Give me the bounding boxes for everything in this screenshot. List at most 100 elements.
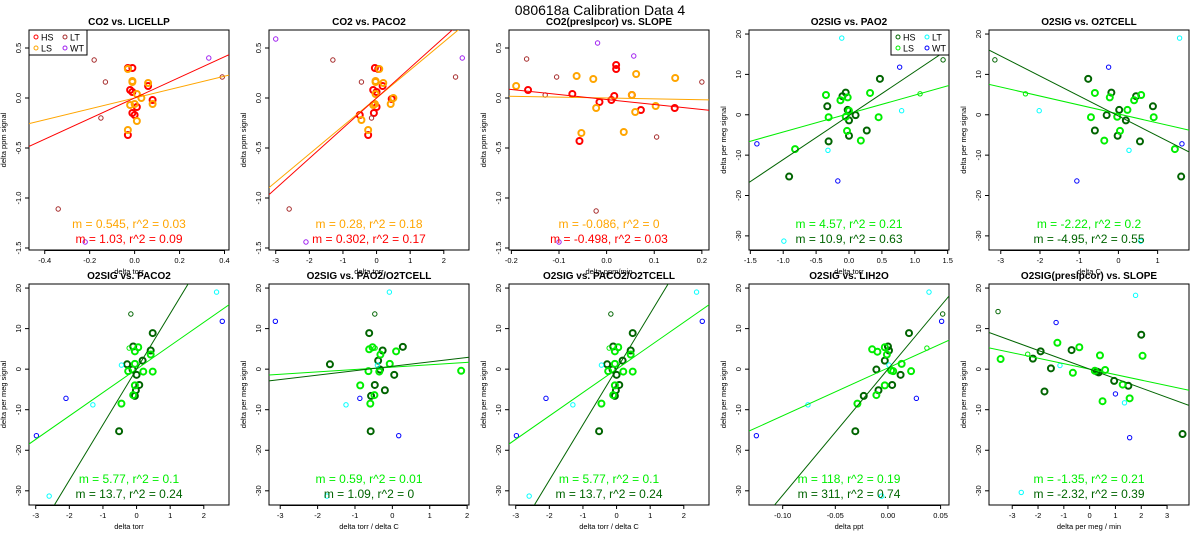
fit-annotation-hs: m = -0.498, r^2 = 0.03 [550,232,668,246]
data-point-lt [90,402,96,408]
x-tick-label: 1 [168,511,172,520]
data-point-hso [608,311,614,317]
data-point-lt [699,79,705,85]
y-tick-label: -30 [14,485,23,496]
data-point-ls [907,367,916,376]
fit-line-ls [749,85,949,143]
y-tick-label: 0.5 [14,43,23,53]
data-point-ls [370,391,379,400]
data-point-lso [1022,91,1029,97]
y-tick-label: -0.5 [14,142,23,155]
x-axis-label: delta torr [114,522,144,531]
data-point-wt [82,239,88,245]
x-axis-label: delta torr [354,267,384,276]
data-point-ls [1138,351,1147,360]
data-point-ls [619,128,628,136]
plot-area [509,40,709,245]
plot-frame [268,29,470,251]
data-point-ls [146,350,155,359]
data-point-ls [1130,96,1139,105]
data-point-lt [1176,35,1183,41]
legend-marker-ls [33,45,39,51]
y-tick-label: 10 [974,70,983,78]
fit-line-hs [533,284,669,505]
data-point-ls [626,350,635,359]
fit-annotation-hs: m = 0.302, r^2 = 0.17 [312,232,426,246]
data-point-ls [604,367,613,376]
data-point-ls [364,126,373,134]
y-axis-label: delta ppm signal [479,112,488,167]
x-tick-label: 0 [1088,511,1092,520]
data-point-lt [523,56,530,62]
x-tick-label: 0 [1116,256,1120,265]
data-point-lt [91,57,97,63]
y-tick-label: 0.5 [254,43,263,53]
data-point-hs [1177,172,1186,181]
data-point-ls [996,355,1005,364]
data-point-hs [618,356,627,365]
plot-area [269,30,465,245]
data-point-hs [862,126,871,135]
y-tick-label: -30 [974,230,983,241]
data-point-ls [873,347,882,356]
data-point-ls [1090,88,1099,97]
data-point-lt [324,493,330,499]
y-tick-label: -1.0 [254,192,263,205]
data-point-ls [619,367,628,376]
y-tick-label: -20 [254,445,263,456]
chart-panel: CO2 vs. PACO2 -3 -2 -1 0 1 2 delta torr -1.5 -1.0… [239,17,470,276]
fit-annotation-ls: m = 0.545, r^2 = 0.03 [72,217,186,231]
legend-marker-wt [62,45,68,51]
x-tick-label: 3 [1165,511,1169,520]
legend-label: HS [903,33,916,43]
data-point-ls [631,108,640,116]
data-point-ls [1086,113,1095,122]
data-point-ls [1170,145,1179,154]
data-point-ls [872,391,881,400]
data-point-ls [128,78,137,86]
data-point-lt [1018,489,1024,496]
x-tick-label: -3 [272,256,279,265]
data-point-ls [123,126,132,134]
data-point-wt [1126,434,1133,441]
data-point-hs [380,386,389,395]
plot-frame [748,29,950,251]
y-tick-label: 0.5 [494,43,503,53]
legend-label: LS [903,44,914,54]
y-tick-label: -20 [14,445,23,456]
data-point-wt [513,432,520,439]
data-point-ls [371,78,380,86]
data-point-lt [1132,292,1139,299]
data-point-ls [1101,365,1110,374]
chart-title: CO2 vs. LICELLP [88,17,170,28]
x-tick-label: -3 [1009,511,1016,520]
data-point-ls [843,126,852,135]
y-axis-label: delta ppm signal [0,112,8,167]
data-point-hs [888,380,897,389]
data-point-lt [213,289,220,295]
x-tick-label: -1 [100,511,107,520]
y-tick-label: -20 [494,445,503,456]
data-point-ls [853,399,862,408]
x-tick-label: 0.0 [601,256,611,265]
data-point-lt [598,362,605,368]
chart-panel: O2SIG vs. PAO2 -1.5 -1.0 -0.5 0.0 0.5 1.0 1.5 de… [719,17,953,276]
y-axis-label: delta per meg signal [0,360,8,428]
data-point-lso [126,345,132,351]
x-tick-label: -1 [1076,256,1083,265]
data-point-hs [123,360,132,369]
data-point-ls [389,94,398,102]
plot-frame [268,283,470,506]
fit-annotation-hs: m = 13.7, r^2 = 0.24 [75,487,182,501]
x-tick-label: 1 [408,256,412,265]
data-point-ls [632,70,641,78]
data-point-hs [1115,105,1124,114]
chart-title: CO2(preslpcor) vs. SLOPE [546,17,672,28]
fit-annotation-hs: m = 13.7, r^2 = 0.24 [555,487,662,501]
data-point-wt [938,318,945,325]
fit-annotation-hs: m = 311, r^2 = 0.74 [798,487,901,501]
